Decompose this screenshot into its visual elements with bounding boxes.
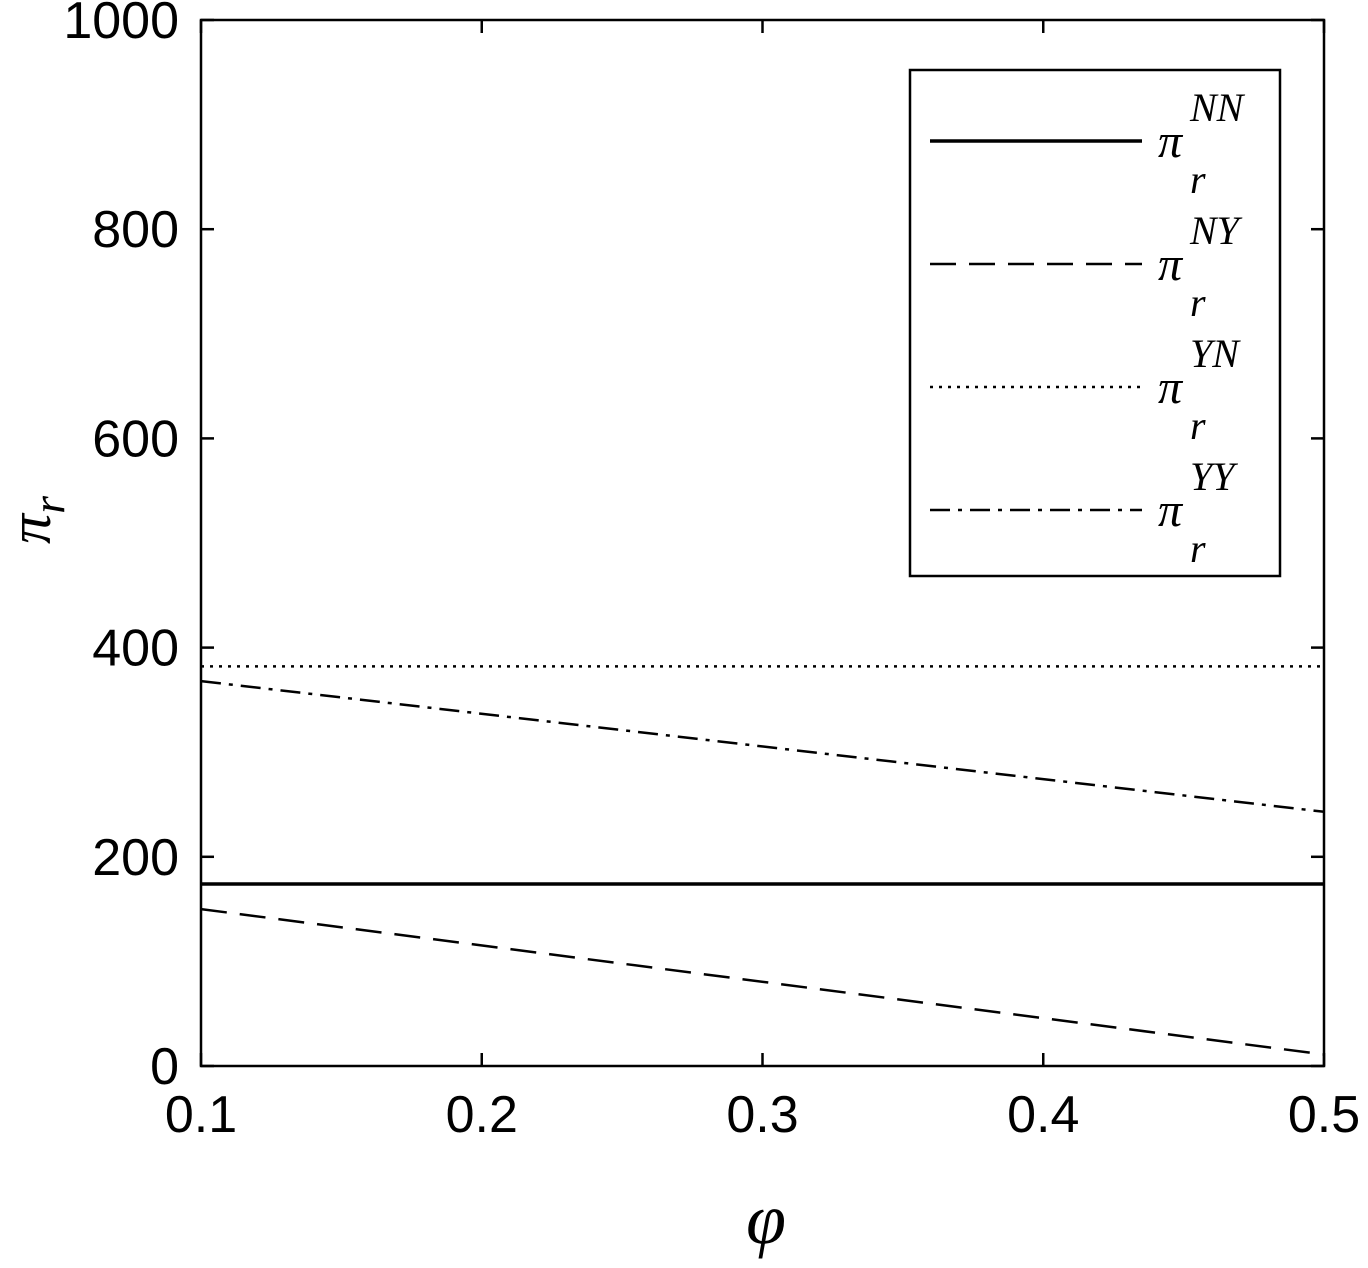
y-axis-subscript: r [23,495,74,514]
y-tick-label: 400 [92,620,179,678]
y-axis-label: πr [0,495,74,544]
x-tick-label: 0.5 [1288,1086,1360,1144]
legend-entry-yn: πYN r [1158,331,1241,448]
legend-symbol: π [1158,115,1184,168]
x-tick-label: 0.3 [726,1086,798,1144]
y-tick-label: 600 [92,410,179,468]
series-line-yy [200,679,1325,814]
legend-superscript: NN [1189,85,1246,130]
x-axis-label: φ [746,1179,786,1259]
legend-entry-yy: πYY r [1158,454,1238,571]
series-lines [200,665,1325,1056]
legend-superscript: YN [1190,331,1241,376]
legend-symbol: π [1158,361,1184,414]
y-axis-symbol: π [0,512,63,544]
y-tick-label: 1000 [63,0,179,50]
legend-subscript: r [1190,403,1206,448]
axis-ticks [199,18,1326,1068]
legend-box [908,68,1282,578]
series-line-ny [200,907,1325,1056]
legend-superscript: NY [1189,208,1243,253]
y-tick-label: 0 [150,1038,179,1096]
legend-subscript: r [1190,526,1206,571]
legend-entry-ny: πNY r [1158,208,1243,325]
x-tick-label: 0.1 [165,1086,237,1144]
y-tick-label: 800 [92,201,179,259]
legend-subscript: r [1190,157,1206,202]
x-tick-label: 0.4 [1007,1086,1079,1144]
legend-entry-nn: πNN r [1158,85,1246,202]
legend-symbol: π [1158,484,1184,537]
legend-subscript: r [1190,280,1206,325]
svg-text:πr: πr [0,495,74,544]
x-tick-label: 0.2 [446,1086,518,1144]
legend-symbol: π [1158,238,1184,291]
legend-superscript: YY [1190,454,1238,499]
y-tick-label: 200 [92,829,179,887]
tick-labels: 0.1 0.2 0.3 0.4 0.5 0 200 400 600 800 1000 [63,0,1360,1144]
